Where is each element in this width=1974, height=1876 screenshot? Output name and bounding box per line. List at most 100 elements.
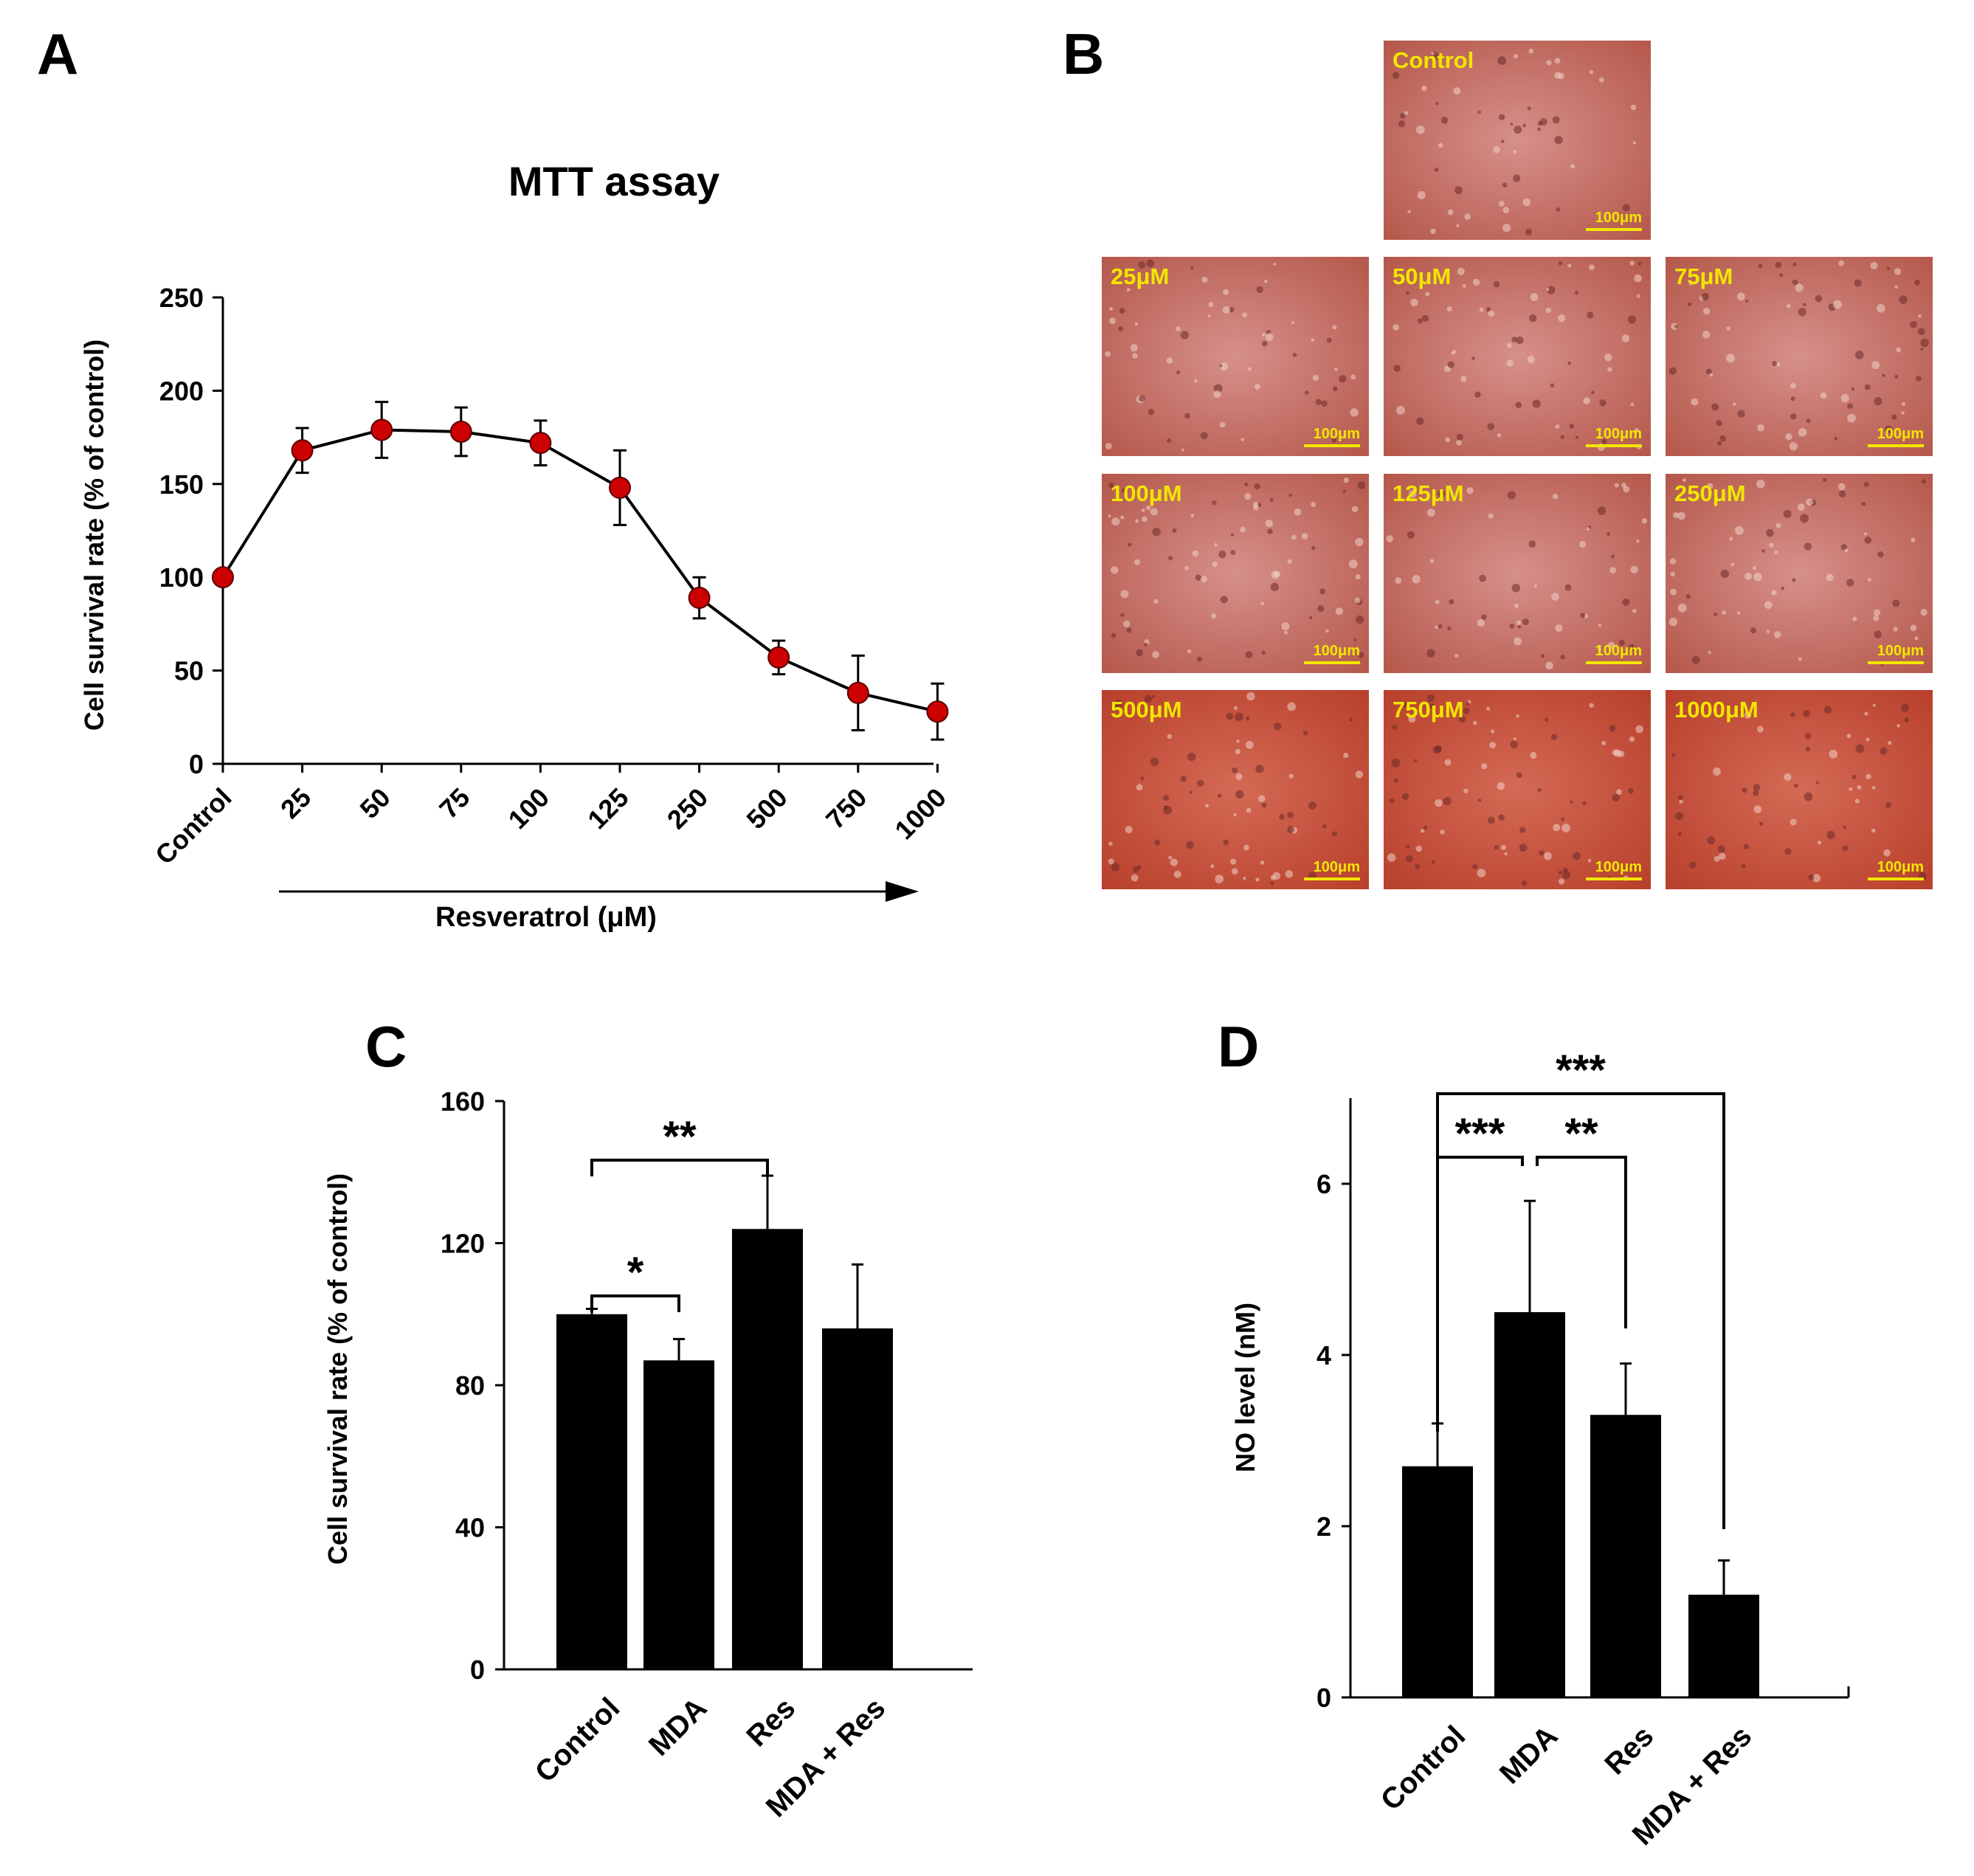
micrograph-cell [1141, 508, 1145, 512]
micrograph-cell [1756, 479, 1765, 489]
micrograph-cell [1516, 620, 1522, 625]
micrograph-cell [1688, 302, 1692, 306]
micrograph-cell [1601, 740, 1607, 745]
micrograph-cell [1822, 477, 1827, 482]
panel-letter-a: A [37, 21, 78, 86]
micrograph-cell [1808, 874, 1815, 881]
micrograph-cell [1331, 438, 1337, 444]
micrograph-cell [1444, 759, 1452, 766]
micrograph-cell [1134, 322, 1139, 326]
micrograph-cell [1489, 742, 1497, 749]
micrograph-cell [1851, 387, 1855, 391]
micrograph-cell [1501, 139, 1505, 143]
micrograph-cell [1854, 279, 1862, 287]
chart-a-point [609, 476, 631, 499]
micrograph-cell [1607, 367, 1612, 372]
micrograph-cell [1261, 802, 1267, 808]
micrograph-cell [1132, 353, 1138, 359]
chart-a-ytick-label: 0 [189, 749, 204, 779]
micrograph-cell [1152, 651, 1159, 658]
micrograph-cell [1292, 353, 1297, 357]
micrograph-cell [1530, 751, 1537, 759]
micrograph-cell [1273, 722, 1282, 731]
micrograph-cell [1172, 528, 1177, 533]
micrograph-cell [1105, 351, 1111, 357]
micrograph-cell [1163, 805, 1168, 810]
micrograph-cell [1729, 537, 1733, 541]
micrograph-cell [1774, 550, 1778, 554]
micrograph-cell [1231, 767, 1238, 773]
micrograph-cell [1120, 515, 1125, 520]
micrograph-image [1102, 690, 1369, 889]
micrograph-cell [1753, 790, 1759, 796]
chart-a-xtick-label: 75 [433, 782, 475, 824]
micrograph-cell [1622, 204, 1630, 212]
micrograph-cell [1629, 736, 1635, 742]
micrograph-cell [1440, 117, 1449, 124]
micrograph-cell [1846, 579, 1854, 587]
micrograph-cell [1350, 374, 1356, 380]
micrograph-cell [1804, 792, 1813, 801]
micrograph-cell [1229, 307, 1235, 313]
micrograph-panel: 250μM 100μm [1666, 474, 1933, 673]
micrograph-cell [1629, 863, 1634, 868]
panel-letter-b: B [1063, 21, 1104, 86]
micrograph-cell [1893, 627, 1898, 632]
micrograph-cell [1426, 649, 1435, 658]
micrograph-cell [1529, 314, 1537, 323]
chart-c-bar [556, 1314, 627, 1669]
micrograph-cell [1219, 364, 1223, 368]
micrograph-cell [1837, 483, 1846, 491]
micrograph-cell [1517, 624, 1522, 629]
micrograph-cell [1792, 578, 1796, 582]
micrograph-cell [1539, 118, 1547, 126]
micrograph-cell [1775, 523, 1781, 528]
micrograph-cell [1180, 776, 1187, 782]
micrograph-cell [1823, 706, 1832, 714]
micrograph-cell [1176, 370, 1181, 375]
micrograph-cell [1766, 630, 1770, 634]
micrograph-cell [1790, 382, 1796, 389]
micrograph-cell [1718, 852, 1726, 861]
micrograph-cell [1546, 288, 1550, 292]
micrograph-cell [1394, 778, 1399, 783]
micrograph-cell [1479, 574, 1486, 582]
micrograph-cell [1287, 812, 1294, 818]
micrograph-cell [1435, 625, 1438, 630]
micrograph-cell [1612, 793, 1621, 802]
micrograph-cell [1506, 342, 1512, 348]
micrograph-cell [1511, 583, 1521, 593]
micrograph-cell [1670, 571, 1675, 577]
micrograph-cell [1744, 573, 1753, 580]
chart-c-xtick-label: MDA [643, 1691, 714, 1762]
micrograph-cell [1415, 125, 1425, 134]
chart-d-bar [1402, 1466, 1473, 1697]
micrograph-cell [1832, 300, 1842, 309]
chart-a-xlabel-arrowhead [886, 881, 919, 902]
micrograph-cell [1181, 448, 1184, 452]
micrograph-cell [1817, 840, 1822, 845]
chart-d-significance-label: ** [1564, 1110, 1598, 1158]
micrograph-cell [1494, 845, 1500, 850]
micrograph-cell [1911, 537, 1916, 542]
micrograph-cell [1417, 318, 1423, 324]
micrograph-cell [1435, 599, 1440, 604]
micrograph-cell [1527, 355, 1535, 363]
micrograph-cell [1256, 286, 1263, 294]
micrograph-cell [1917, 328, 1925, 336]
micrograph-cell [1348, 559, 1358, 569]
micrograph-cell [1140, 776, 1145, 781]
micrograph-cell [1353, 638, 1357, 642]
micrograph-cell [1737, 410, 1745, 418]
micrograph-cell [1733, 402, 1736, 407]
micrograph-cell [1163, 795, 1170, 801]
micrograph-cell [1233, 813, 1237, 817]
micrograph-cell [1486, 706, 1491, 711]
micrograph-cell [1630, 402, 1635, 407]
micrograph-cell [1580, 613, 1586, 618]
micrograph-cell [1322, 824, 1327, 829]
micrograph-cell [1294, 508, 1302, 516]
micrograph-cell [1854, 799, 1860, 804]
micrograph-cell [1701, 292, 1709, 301]
micrograph-cell [1499, 201, 1505, 207]
